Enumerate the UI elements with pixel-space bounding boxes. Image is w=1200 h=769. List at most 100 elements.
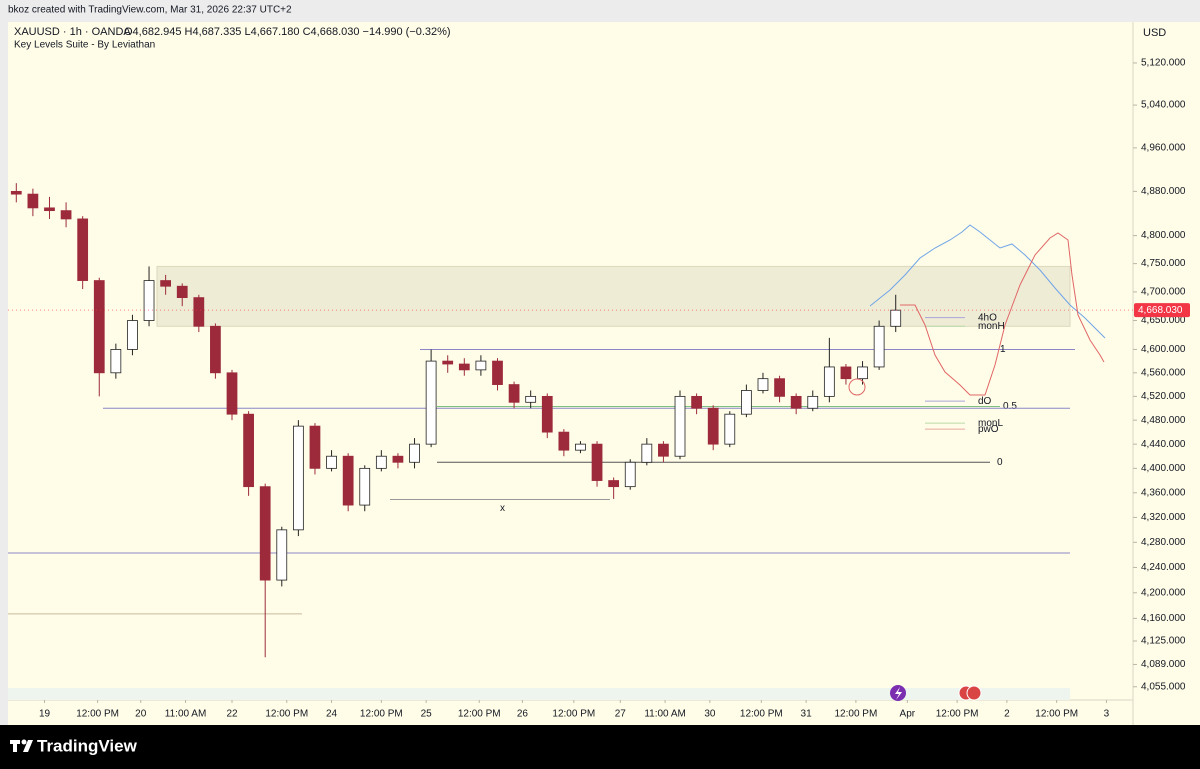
candle-body (342, 455, 354, 506)
currency: USD (1143, 27, 1166, 39)
x-tick-label: 12:00 PM (76, 709, 119, 720)
candle-body (575, 443, 586, 451)
y-tick-label: 4,480.000 (1141, 415, 1186, 426)
level-label: monH (978, 321, 1005, 332)
logo-part (21, 739, 27, 745)
y-tick-label: 4,089.000 (1141, 659, 1186, 670)
candle-body (707, 407, 719, 445)
candle-body (757, 378, 769, 391)
candle-body (143, 280, 155, 321)
candle-body (724, 413, 736, 445)
candle-body (10, 190, 22, 195)
candle-body (127, 320, 138, 350)
candle-body (508, 384, 520, 403)
level-label: 4hO (978, 312, 997, 323)
x-tick-label: 12:00 PM (552, 709, 595, 720)
candle-body (243, 413, 254, 488)
candle-body (93, 280, 105, 374)
y-tick-label: 4,055.000 (1141, 681, 1186, 692)
y-tick-label: 4,400.000 (1141, 463, 1186, 474)
supply-zone (156, 265, 1071, 327)
x-tick-label: 12:00 PM (936, 709, 979, 720)
credit: bkoz created with TradingView.com, Mar 3… (8, 5, 292, 16)
y-tick-label: 4,560.000 (1141, 367, 1186, 378)
x-tick-label: 12:00 PM (740, 709, 783, 720)
x-tick-label: 26 (517, 709, 529, 720)
candle-body (392, 455, 404, 463)
y-tick-label: 4,520.000 (1141, 391, 1186, 402)
x-tick-label: 11:00 AM (165, 709, 207, 720)
logo-part (23, 740, 33, 752)
x-tick-label: 30 (704, 709, 716, 720)
candle-body (475, 360, 487, 371)
level-label: 0.5 (1003, 401, 1017, 412)
candle-body (259, 486, 271, 581)
plot-background (8, 22, 1133, 725)
x-tick-label: 12:00 PM (265, 709, 308, 720)
y-tick-label: 4,800.000 (1141, 230, 1186, 241)
level-label: 1 (1000, 344, 1006, 355)
footer-bar (0, 725, 1200, 769)
candle-body (359, 467, 371, 506)
event-strip (8, 688, 1070, 700)
y-tick-label: 4,600.000 (1141, 344, 1186, 355)
x-tick-label: 12:00 PM (458, 709, 501, 720)
candle-body (541, 395, 553, 433)
y-tick-label: 4,320.000 (1141, 512, 1186, 523)
level-label: monL (978, 418, 1003, 429)
x-tick-label: 25 (421, 709, 433, 720)
last-price-label: 4,668.030 (1138, 305, 1183, 316)
candle-body (292, 425, 304, 531)
candle-body (840, 366, 852, 380)
y-tick-label: 4,750.000 (1141, 258, 1186, 269)
y-tick-label: 4,700.000 (1141, 287, 1186, 298)
candle-body (375, 455, 387, 469)
y-tick-label: 4,280.000 (1141, 537, 1186, 548)
candle-body (27, 193, 39, 209)
candle-body (44, 207, 55, 212)
level-label: pwO (978, 424, 999, 435)
candle-body (591, 443, 603, 481)
x-tick-label: 12:00 PM (360, 709, 403, 720)
candle-body (608, 480, 620, 488)
x-tick-label: 20 (135, 709, 147, 720)
candle-body (77, 218, 89, 281)
candle-body (674, 395, 686, 457)
candle-body (326, 455, 337, 469)
level-label: x (500, 503, 505, 514)
highlight-circle (848, 378, 866, 396)
y-tick-label: 4,650.000 (1141, 315, 1186, 326)
candle-body (276, 529, 288, 581)
candle-body (691, 395, 702, 409)
x-tick-label: 12:00 PM (1035, 709, 1078, 720)
candle-body (807, 395, 819, 409)
y-tick-label: 4,880.000 (1141, 186, 1186, 197)
candle-body (624, 461, 636, 488)
candle-body (492, 360, 503, 385)
price-axis-background (1133, 22, 1200, 725)
x-tick-label: 3 (1104, 709, 1110, 720)
x-tick-label: Apr (900, 709, 916, 720)
y-tick-label: 4,125.000 (1141, 636, 1186, 647)
candle-body (176, 285, 188, 299)
ohlc-readout: O4,682.945 H4,687.335 L4,667.180 C4,668.… (124, 26, 451, 38)
brand-logo (10, 739, 33, 752)
logo-part (13, 740, 17, 752)
x-tick-label: 12:00 PM (834, 709, 877, 720)
brand: TradingView (37, 736, 138, 755)
level-label: 0 (997, 457, 1003, 468)
y-tick-label: 4,960.000 (1141, 143, 1186, 154)
level-label: dO (978, 396, 992, 407)
candle-body (442, 360, 454, 365)
last-price-badge (1134, 303, 1190, 318)
symbol-title: XAUUSD · 1h · OANDA (14, 26, 131, 38)
candle-body (790, 395, 802, 409)
candle-body (193, 297, 205, 327)
candle-body (210, 325, 221, 374)
y-tick-label: 4,240.000 (1141, 562, 1186, 573)
x-tick-label: 11:00 AM (644, 709, 686, 720)
x-tick-label: 19 (39, 709, 51, 720)
candle-body (309, 425, 321, 469)
candle-body (741, 390, 752, 415)
